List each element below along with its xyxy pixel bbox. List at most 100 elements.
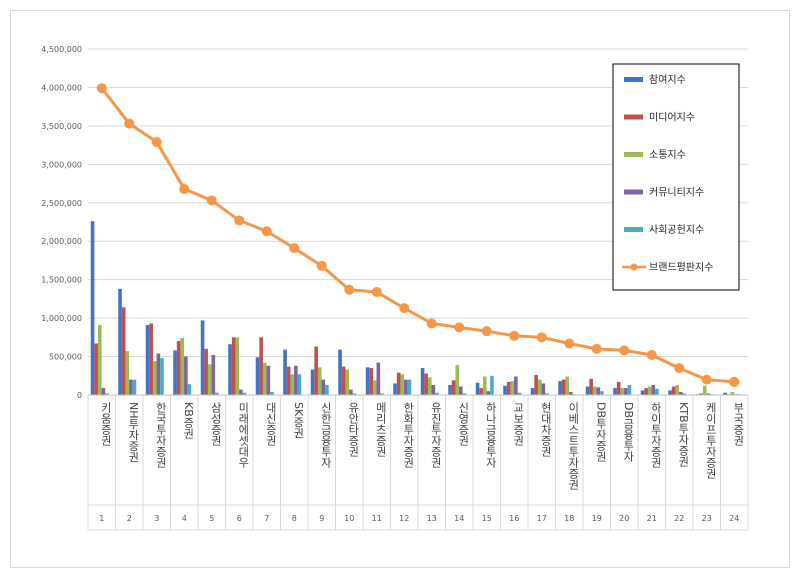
x-category-label: 케이프투자증권 xyxy=(704,402,717,479)
x-category-label: 키움증권 xyxy=(99,402,112,446)
x-category-label: 대신증권 xyxy=(264,402,277,446)
x-category-number: 12 xyxy=(399,514,409,523)
x-category-label: 부국증권 xyxy=(732,402,745,446)
x-category-number: 14 xyxy=(454,514,464,523)
bar xyxy=(420,368,425,395)
x-category-number: 22 xyxy=(674,514,684,523)
line-point xyxy=(591,343,602,354)
bar xyxy=(180,338,185,395)
bar xyxy=(679,391,683,395)
bar xyxy=(207,364,212,395)
bar xyxy=(699,393,703,395)
x-category-label: 메리츠증권 xyxy=(374,402,387,457)
bar xyxy=(517,392,522,395)
bar xyxy=(341,366,346,395)
bar xyxy=(448,385,452,395)
line-point xyxy=(646,350,657,361)
bar xyxy=(156,353,161,395)
x-category-number: 5 xyxy=(209,514,214,523)
legend-label: 소통지수 xyxy=(649,149,686,161)
bar xyxy=(228,344,232,395)
bar xyxy=(541,383,546,395)
x-category-number: 18 xyxy=(564,514,574,523)
x-category-number: 2 xyxy=(127,514,132,523)
x-category-label: DB투자증권 xyxy=(594,402,607,462)
bar xyxy=(317,367,322,395)
bar xyxy=(506,381,511,395)
bar xyxy=(349,389,353,395)
x-category-number: 17 xyxy=(537,514,547,523)
x-category-label: SK증권 xyxy=(292,402,305,438)
y-tick-label: 0 xyxy=(77,391,82,400)
x-category-label: 하이투자증권 xyxy=(649,401,662,468)
line-point xyxy=(344,284,355,295)
bar xyxy=(585,386,590,395)
bar xyxy=(404,379,408,395)
x-category-number: 6 xyxy=(237,514,242,523)
y-axis: 0 500,000 1,000,000 1,500,000 2,000,000 2,500… xyxy=(41,45,82,400)
bar xyxy=(616,381,621,395)
x-category-number: 20 xyxy=(619,514,629,523)
bar xyxy=(176,341,181,395)
bar xyxy=(706,393,711,395)
bar xyxy=(534,375,538,395)
y-tick-label: 500,000 xyxy=(49,353,82,362)
bar xyxy=(558,381,562,395)
line-point xyxy=(454,322,465,333)
x-category-number: 9 xyxy=(319,514,324,523)
x-category-number: 8 xyxy=(292,514,297,523)
bar xyxy=(627,385,632,395)
bar xyxy=(668,390,672,395)
bar xyxy=(97,325,102,395)
bar xyxy=(503,385,507,395)
bar xyxy=(242,392,247,395)
line-point xyxy=(179,183,190,194)
bar xyxy=(569,391,573,395)
bar xyxy=(730,391,735,395)
bar xyxy=(675,385,680,395)
y-tick-label: 4,000,000 xyxy=(41,83,82,92)
bar xyxy=(565,376,570,395)
bar xyxy=(255,357,260,395)
bar xyxy=(204,348,208,395)
bar xyxy=(149,323,153,395)
x-category-label: 신영증권 xyxy=(457,402,470,446)
bar xyxy=(173,350,177,395)
bar xyxy=(231,337,236,395)
y-tick-label: 1,500,000 xyxy=(41,276,82,285)
legend-swatch xyxy=(624,77,643,82)
bar xyxy=(545,393,549,395)
x-category-label: 현대차증권 xyxy=(539,402,552,457)
bar xyxy=(314,346,318,395)
x-category-label: 이베스트투자증권 xyxy=(567,402,580,490)
legend-swatch xyxy=(624,114,643,120)
y-tick-label: 4,500,000 xyxy=(41,45,82,54)
bar xyxy=(510,381,515,395)
bar xyxy=(451,380,456,395)
x-category-number: 7 xyxy=(264,514,269,523)
x-category-number: 19 xyxy=(592,514,602,523)
bar xyxy=(530,388,535,395)
x-category-number: 21 xyxy=(647,514,657,523)
bar xyxy=(376,362,381,395)
bar xyxy=(486,391,491,395)
bar xyxy=(101,388,106,395)
bar xyxy=(455,365,460,395)
line-point xyxy=(96,83,107,94)
y-tick-label: 3,000,000 xyxy=(41,160,82,169)
bar xyxy=(132,379,137,395)
bar xyxy=(640,390,645,395)
line-point xyxy=(509,330,520,341)
x-category-label: 신한금융투자 xyxy=(319,402,332,468)
bar xyxy=(624,388,628,395)
line-point xyxy=(481,326,492,337)
bar xyxy=(121,307,126,395)
bar xyxy=(266,365,271,395)
line-point xyxy=(564,338,575,349)
line-point xyxy=(206,195,217,206)
bar xyxy=(393,383,397,395)
bar xyxy=(682,393,687,395)
bar xyxy=(435,392,439,395)
bar xyxy=(459,386,463,395)
